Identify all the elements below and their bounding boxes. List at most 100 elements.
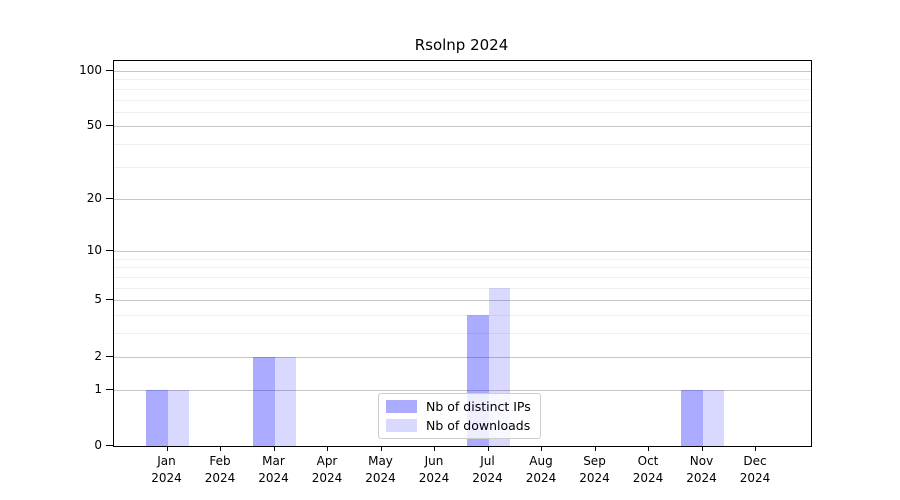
gridline-major — [114, 198, 811, 200]
gridline-major — [114, 356, 811, 358]
y-tick-label: 1 — [94, 381, 102, 396]
x-tick-year: 2024 — [739, 471, 771, 485]
y-tick-label: 5 — [94, 292, 102, 307]
bar-distinct-ips-nov — [681, 389, 703, 446]
gridline-major — [114, 251, 811, 253]
gridline-minor — [114, 287, 811, 289]
y-tick-label: 100 — [79, 62, 102, 77]
x-tick-mark — [701, 446, 703, 451]
y-tick-mark — [106, 125, 113, 127]
gridline-minor — [114, 277, 811, 278]
x-tick-mark — [648, 446, 649, 451]
legend-item-distinct-ips: Nb of distinct IPs — [386, 399, 531, 414]
x-tick-month: Aug — [529, 454, 553, 468]
y-tick-mark — [106, 355, 113, 357]
x-tick-mark — [594, 446, 596, 451]
gridline-minor — [114, 144, 811, 146]
plot-area: Nb of distinct IPs Nb of downloads — [113, 60, 812, 447]
x-tick-mark — [220, 446, 221, 451]
x-tick-label-dec: Dec 2024 — [715, 453, 795, 487]
x-tick-year: 2024 — [204, 471, 236, 485]
x-tick-year: 2024 — [151, 471, 182, 485]
bars-layer — [114, 61, 811, 446]
y-tick-label: 2 — [94, 348, 102, 363]
y-tick-label: 20 — [86, 190, 102, 205]
y-tick-mark — [106, 197, 113, 199]
gridline-minor — [114, 315, 811, 317]
gridline-minor — [114, 79, 811, 81]
y-tick-mark — [106, 69, 113, 71]
x-tick-month: Feb — [209, 454, 231, 468]
x-tick-month: Sep — [583, 454, 606, 468]
x-tick-label-may: May 2024 — [341, 453, 421, 487]
x-tick-year: 2024 — [632, 471, 664, 485]
y-tick-mark — [106, 388, 113, 390]
x-tick-mark — [755, 446, 756, 451]
x-tick-month: May — [368, 454, 393, 468]
legend-label: Nb of distinct IPs — [426, 399, 531, 414]
gridline-minor — [114, 111, 811, 113]
x-tick-month: Nov — [689, 454, 714, 468]
chart-title: Rsolnp 2024 — [414, 36, 509, 54]
y-tick-label: 10 — [86, 243, 102, 258]
grid-layer — [114, 61, 811, 446]
x-tick-month: Oct — [637, 454, 659, 468]
x-tick-label-aug: Aug 2024 — [501, 453, 581, 487]
x-tick-month: Dec — [743, 454, 767, 468]
gridline-major — [114, 300, 811, 302]
gridline-major — [114, 389, 811, 391]
x-tick-year: 2024 — [686, 471, 717, 485]
x-tick-month: Jun — [424, 454, 444, 468]
bar-distinct-ips-mar — [253, 356, 275, 446]
x-tick-month: Jul — [480, 454, 495, 468]
gridline-minor — [114, 99, 811, 101]
x-tick-year: 2024 — [418, 471, 450, 485]
y-tick-mark — [106, 250, 113, 252]
x-tick-label-jul: Jul 2024 — [448, 453, 528, 487]
y-tick-label: 50 — [86, 118, 102, 133]
y-tick-mark — [106, 299, 113, 301]
gridline-minor — [114, 333, 811, 335]
y-tick-label: 0 — [94, 438, 102, 452]
gridline-minor — [114, 88, 811, 90]
bar-downloads-jan — [167, 389, 189, 446]
gridline-minor — [114, 166, 811, 168]
x-tick-month: Jan — [157, 454, 176, 468]
x-tick-year: 2024 — [365, 471, 396, 485]
x-tick-label-sep: Sep 2024 — [555, 453, 635, 487]
bar-downloads-mar — [274, 356, 296, 446]
x-tick-label-jun: Jun 2024 — [394, 453, 474, 487]
x-tick-month: Mar — [262, 454, 285, 468]
gridline-minor — [114, 258, 811, 260]
x-tick-label-nov: Nov 2024 — [662, 453, 742, 487]
x-tick-mark — [166, 446, 168, 451]
gridline-minor — [114, 267, 811, 269]
x-tick-mark — [380, 446, 382, 451]
x-tick-mark — [434, 446, 435, 451]
gridline-major — [114, 126, 811, 128]
bar-downloads-nov — [702, 389, 724, 446]
x-tick-year: 2024 — [579, 471, 610, 485]
x-tick-year: 2024 — [311, 471, 343, 485]
legend-item-downloads: Nb of downloads — [386, 418, 531, 433]
x-tick-year: 2024 — [472, 471, 503, 485]
x-tick-label-mar: Mar 2024 — [234, 453, 314, 487]
legend-label: Nb of downloads — [426, 418, 531, 433]
x-tick-label-apr: Apr 2024 — [287, 453, 367, 487]
x-tick-year: 2024 — [258, 471, 289, 485]
x-tick-label-jan: Jan 2024 — [127, 453, 207, 487]
bar-distinct-ips-jan — [146, 389, 168, 446]
legend-swatch-distinct-ips — [386, 400, 417, 413]
x-tick-mark — [273, 446, 275, 451]
x-tick-month: Apr — [316, 454, 338, 468]
x-tick-mark — [541, 446, 542, 451]
y-tick-mark — [106, 445, 113, 446]
x-tick-label-feb: Feb 2024 — [180, 453, 260, 487]
x-tick-label-oct: Oct 2024 — [608, 453, 688, 487]
legend-swatch-downloads — [386, 419, 417, 432]
x-tick-year: 2024 — [525, 471, 557, 485]
legend: Nb of distinct IPs Nb of downloads — [378, 393, 541, 439]
x-tick-mark — [487, 446, 489, 451]
x-tick-mark — [327, 446, 328, 451]
